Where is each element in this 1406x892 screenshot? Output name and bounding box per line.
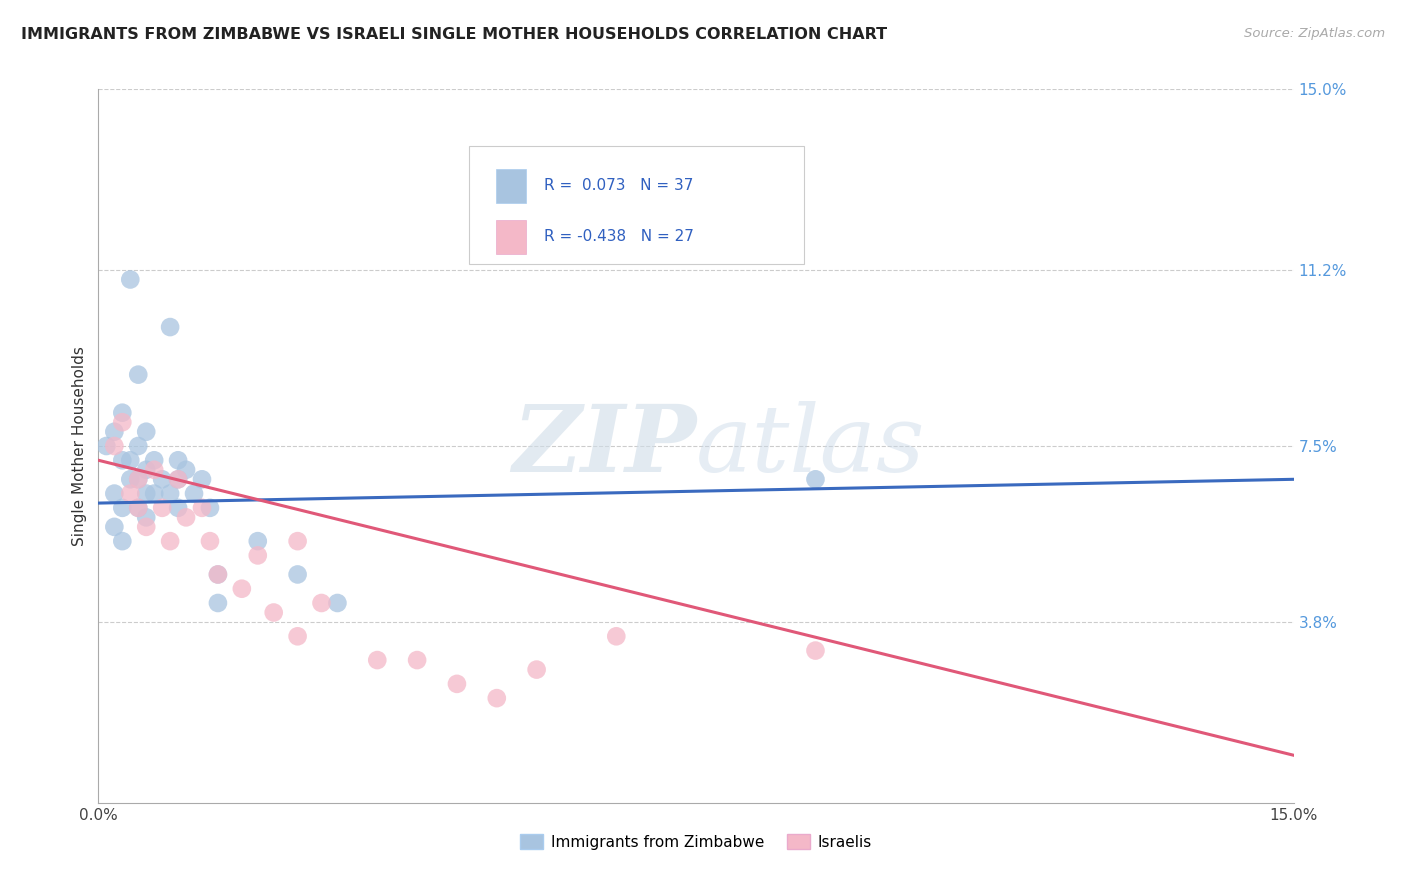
Point xyxy=(159,486,181,500)
Point xyxy=(103,425,125,439)
Point xyxy=(120,472,142,486)
Point xyxy=(111,453,134,467)
Point xyxy=(135,425,157,439)
Point xyxy=(150,500,173,515)
Point xyxy=(174,510,197,524)
Point xyxy=(150,472,173,486)
Point xyxy=(111,406,134,420)
Point xyxy=(135,463,157,477)
Point xyxy=(111,500,134,515)
Point xyxy=(127,500,149,515)
Point xyxy=(207,596,229,610)
Point xyxy=(111,415,134,429)
Point xyxy=(287,567,309,582)
Point xyxy=(231,582,253,596)
Point xyxy=(96,439,118,453)
Point xyxy=(246,534,269,549)
Text: R =  0.073   N = 37: R = 0.073 N = 37 xyxy=(544,178,693,193)
Point xyxy=(135,520,157,534)
Y-axis label: Single Mother Households: Single Mother Households xyxy=(72,346,87,546)
Point xyxy=(263,606,285,620)
Text: IMMIGRANTS FROM ZIMBABWE VS ISRAELI SINGLE MOTHER HOUSEHOLDS CORRELATION CHART: IMMIGRANTS FROM ZIMBABWE VS ISRAELI SING… xyxy=(21,27,887,42)
Point xyxy=(804,472,827,486)
Point xyxy=(406,653,429,667)
Point xyxy=(167,500,190,515)
Point xyxy=(127,472,149,486)
Point xyxy=(191,472,214,486)
FancyBboxPatch shape xyxy=(470,146,804,264)
Point xyxy=(605,629,627,643)
Point xyxy=(191,500,214,515)
Point xyxy=(103,439,125,453)
Point xyxy=(207,567,229,582)
Point xyxy=(485,691,508,706)
Point xyxy=(143,486,166,500)
Text: Source: ZipAtlas.com: Source: ZipAtlas.com xyxy=(1244,27,1385,40)
Point xyxy=(120,453,142,467)
Point xyxy=(120,272,142,286)
Point xyxy=(183,486,205,500)
Point xyxy=(127,500,149,515)
Point xyxy=(287,534,309,549)
Text: ZIP: ZIP xyxy=(512,401,696,491)
Point xyxy=(446,677,468,691)
Point xyxy=(159,534,181,549)
Point xyxy=(127,472,149,486)
Point xyxy=(167,472,190,486)
Point xyxy=(135,510,157,524)
Point xyxy=(111,534,134,549)
Text: R = -0.438   N = 27: R = -0.438 N = 27 xyxy=(544,228,695,244)
Point xyxy=(167,472,190,486)
Point xyxy=(103,520,125,534)
Point xyxy=(143,463,166,477)
Point xyxy=(167,453,190,467)
Point xyxy=(127,439,149,453)
Point xyxy=(198,500,221,515)
Point xyxy=(366,653,388,667)
Text: atlas: atlas xyxy=(696,401,925,491)
Point xyxy=(135,486,157,500)
Point xyxy=(804,643,827,657)
Point xyxy=(143,453,166,467)
Point xyxy=(311,596,333,610)
Point xyxy=(198,534,221,549)
Point xyxy=(159,320,181,334)
Point xyxy=(326,596,349,610)
Point xyxy=(103,486,125,500)
FancyBboxPatch shape xyxy=(496,219,526,254)
Point xyxy=(526,663,548,677)
Point xyxy=(287,629,309,643)
Point xyxy=(127,368,149,382)
Point xyxy=(120,486,142,500)
FancyBboxPatch shape xyxy=(496,169,526,203)
Point xyxy=(246,549,269,563)
Legend: Immigrants from Zimbabwe, Israelis: Immigrants from Zimbabwe, Israelis xyxy=(515,828,877,855)
Point xyxy=(207,567,229,582)
Point xyxy=(174,463,197,477)
